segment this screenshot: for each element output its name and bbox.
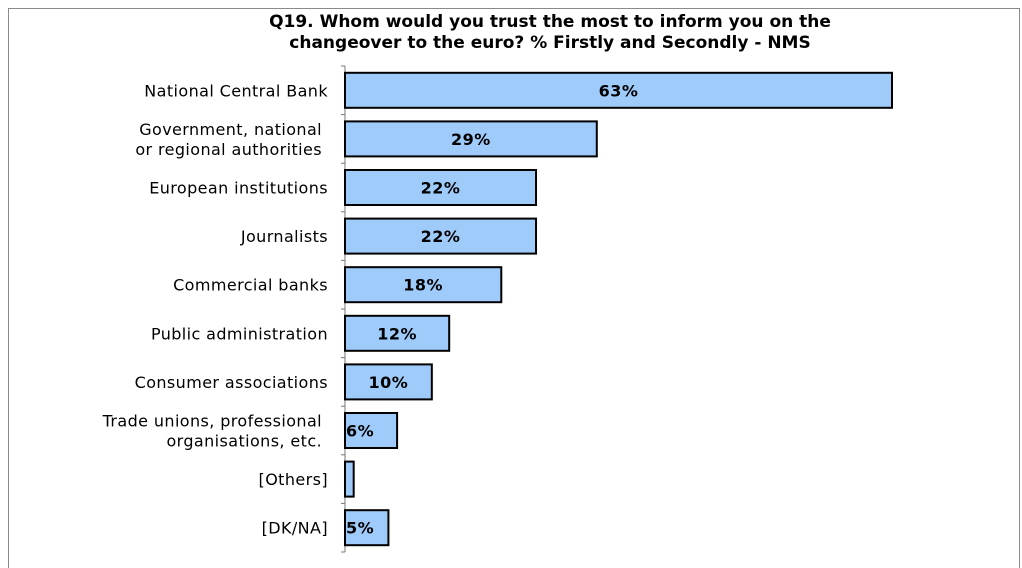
data-label: 12% — [377, 324, 417, 343]
data-label: 5% — [346, 519, 374, 538]
bar — [344, 217, 538, 255]
data-label: 6% — [346, 422, 374, 441]
chart-title-line-2: changeover to the euro? % Firstly and Se… — [289, 33, 811, 53]
bar — [344, 266, 503, 304]
bar — [344, 460, 355, 498]
category-label: Government, national — [139, 120, 322, 139]
category-label: [Others] — [259, 470, 328, 489]
bar — [344, 314, 451, 352]
chart-title-line-1: Q19. Whom would you trust the most to in… — [269, 12, 831, 32]
category-label: Trade unions, professional — [102, 412, 322, 431]
bar — [344, 363, 433, 401]
data-label: 22% — [421, 227, 461, 246]
category-label: Journalists — [240, 227, 328, 246]
bar — [344, 412, 399, 449]
bar — [344, 509, 390, 547]
data-label: 10% — [369, 373, 409, 392]
category-label: Consumer associations — [135, 373, 328, 392]
bar — [344, 71, 893, 109]
category-label: National Central Bank — [144, 81, 328, 100]
category-label: Commercial banks — [173, 276, 328, 295]
data-label: 63% — [599, 81, 639, 100]
category-label: European institutions — [149, 179, 328, 198]
bar — [344, 120, 598, 158]
bar — [344, 169, 538, 206]
chart-frame — [8, 8, 1020, 568]
category-label: organisations, etc. — [166, 432, 322, 451]
category-label: or regional authorities — [135, 140, 322, 159]
chart-title: Q19. Whom would you trust the most to in… — [0, 12, 1022, 54]
category-label: Public administration — [151, 324, 328, 343]
data-label: 18% — [403, 276, 443, 295]
data-label: 22% — [421, 179, 461, 198]
data-label: 29% — [451, 130, 491, 149]
category-label: [DK/NA] — [262, 519, 328, 538]
